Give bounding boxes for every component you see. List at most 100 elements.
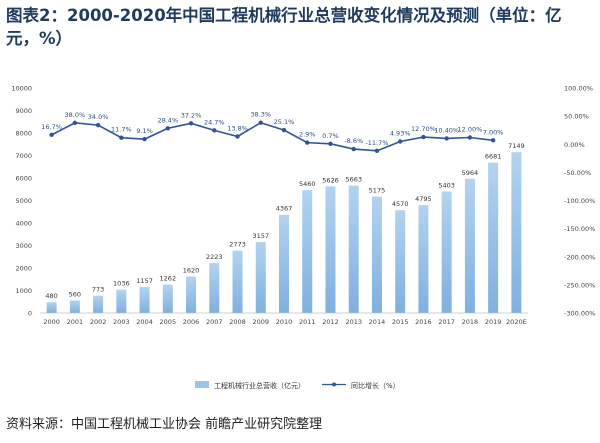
growth-point	[397, 139, 403, 144]
bar	[186, 276, 197, 313]
right-axis-tick-label: 100.00%	[564, 85, 593, 93]
bar-value-label: 480	[45, 292, 57, 300]
bar-value-label: 5175	[369, 187, 386, 195]
bar	[302, 190, 313, 313]
growth-point	[212, 128, 217, 133]
legend-line-label: 同比增长（%）	[351, 381, 400, 390]
right-axis-tick-label: -50.00%	[564, 169, 591, 177]
bar	[418, 205, 429, 313]
right-axis: 100.00% 50.00% 0.00% -50.00% -100.00% -150.00…	[564, 85, 595, 318]
left-axis-tick-label: 4000	[15, 220, 32, 228]
growth-point	[235, 134, 240, 139]
x-axis-tick-label: 2013	[345, 318, 362, 326]
legend-line-marker	[332, 382, 336, 387]
bar-value-label: 4795	[415, 195, 432, 203]
bar	[441, 191, 452, 313]
growth-value-label: 25.1%	[274, 118, 295, 126]
bar	[255, 241, 266, 313]
bar-value-label: 3157	[252, 232, 269, 240]
x-axis-tick-label: 2014	[369, 318, 386, 326]
right-axis-tick-label: -250.00%	[564, 281, 595, 289]
x-axis-tick-label: 2012	[322, 318, 339, 326]
x-axis-tick-label: 2010	[276, 318, 293, 326]
left-axis-tick-label: 5000	[15, 197, 32, 205]
growth-point	[351, 146, 356, 152]
growth-point	[119, 135, 124, 140]
growth-value-labels: 16.7%38.0% 34.0%11.7% 9.1%28.4%37.2%24.7%1…	[41, 111, 503, 147]
x-axis-tick-label: 2001	[67, 318, 84, 326]
growth-point	[374, 148, 380, 154]
bar	[395, 210, 406, 313]
bar-series	[46, 152, 522, 313]
growth-point	[328, 141, 333, 147]
x-axis-tick-label: 2011	[299, 318, 316, 326]
bar	[232, 250, 243, 313]
bar	[162, 284, 173, 313]
x-axis-tick-label: 2015	[392, 318, 409, 326]
x-axis-tick-label: 2007	[206, 318, 223, 326]
right-axis-tick-label: -200.00%	[564, 253, 595, 261]
growth-point	[490, 138, 496, 143]
left-axis-tick-label: 0	[28, 310, 32, 318]
growth-value-label: 10.40%	[434, 126, 459, 134]
left-axis-tick-label: 6000	[15, 175, 32, 183]
source-note: 资料来源：中国工程机械工业协会 前瞻产业研究院整理	[6, 417, 323, 432]
growth-line	[51, 121, 494, 152]
x-axis-tick-label: 2006	[183, 318, 200, 326]
growth-point	[165, 126, 171, 131]
growth-value-label: 37.2%	[181, 111, 202, 119]
bar	[46, 302, 57, 313]
x-axis-tick-label: 2016	[415, 318, 432, 326]
growth-point	[188, 121, 194, 126]
left-axis: 0 1000 2000 3000 4000 5000 6000 7000 8000 9000 100…	[11, 85, 32, 318]
growth-value-label: 7.00%	[483, 128, 504, 136]
growth-value-label: -8.6%	[344, 137, 363, 145]
x-axis: 2000 2001 2002 2003 2004 2005 2006 2007 2008 2009…	[40, 312, 528, 326]
x-axis-tick-label: 2019	[485, 318, 502, 326]
x-axis-tick-label: 2005	[160, 318, 177, 326]
legend-bar-swatch	[195, 381, 209, 388]
legend: 工程机械行业总营收（亿元） 同比增长（%）	[195, 381, 400, 390]
x-axis-tick-label: 2003	[113, 318, 130, 326]
growth-value-label: 12.00%	[458, 126, 483, 134]
growth-point	[467, 135, 473, 140]
right-axis-tick-label: -100.00%	[564, 197, 595, 205]
bar-value-label: 773	[92, 286, 104, 294]
growth-point	[49, 132, 54, 138]
growth-point	[72, 120, 78, 126]
bar-value-label: 2773	[229, 241, 246, 249]
growth-value-label: 28.4%	[157, 116, 178, 124]
growth-value-label: 11.7%	[111, 126, 132, 134]
left-axis-tick-label: 9000	[15, 107, 32, 115]
growth-value-label: 24.7%	[204, 118, 225, 126]
growth-value-label: 12.70%	[411, 125, 436, 133]
bar	[279, 214, 289, 313]
growth-point	[421, 134, 426, 140]
x-axis-tick-label: 2004	[136, 318, 153, 326]
bar-value-label: 2223	[206, 253, 223, 261]
left-axis-tick-label: 1000	[15, 287, 32, 295]
x-axis-tick-label: 2002	[90, 318, 107, 326]
bar-value-label: 1157	[136, 277, 153, 285]
bar-value-label: 6681	[485, 153, 502, 161]
growth-point	[142, 136, 147, 142]
bar-value-label: 1036	[113, 280, 130, 288]
bar-value-label: 7149	[508, 142, 525, 150]
growth-point	[444, 136, 449, 141]
bar-value-label: 4367	[276, 205, 293, 213]
bar	[464, 178, 475, 313]
bar-value-label: 5403	[438, 181, 455, 189]
right-axis-tick-label: 50.00%	[564, 113, 589, 121]
growth-line-series	[49, 120, 496, 154]
growth-point	[95, 122, 101, 128]
bar	[69, 300, 80, 313]
growth-value-label: 13.8%	[227, 124, 248, 132]
bar	[371, 196, 382, 313]
x-axis-tick-label: 2020E	[506, 318, 527, 326]
bar-value-label: 4570	[392, 200, 409, 208]
chart-title: 图表2：2000-2020年中国工程机械行业总营收变化情况及预测（单位：亿元，%…	[6, 6, 562, 48]
left-axis-tick-label: 7000	[15, 152, 32, 160]
bar	[139, 286, 150, 313]
growth-point	[258, 120, 263, 125]
